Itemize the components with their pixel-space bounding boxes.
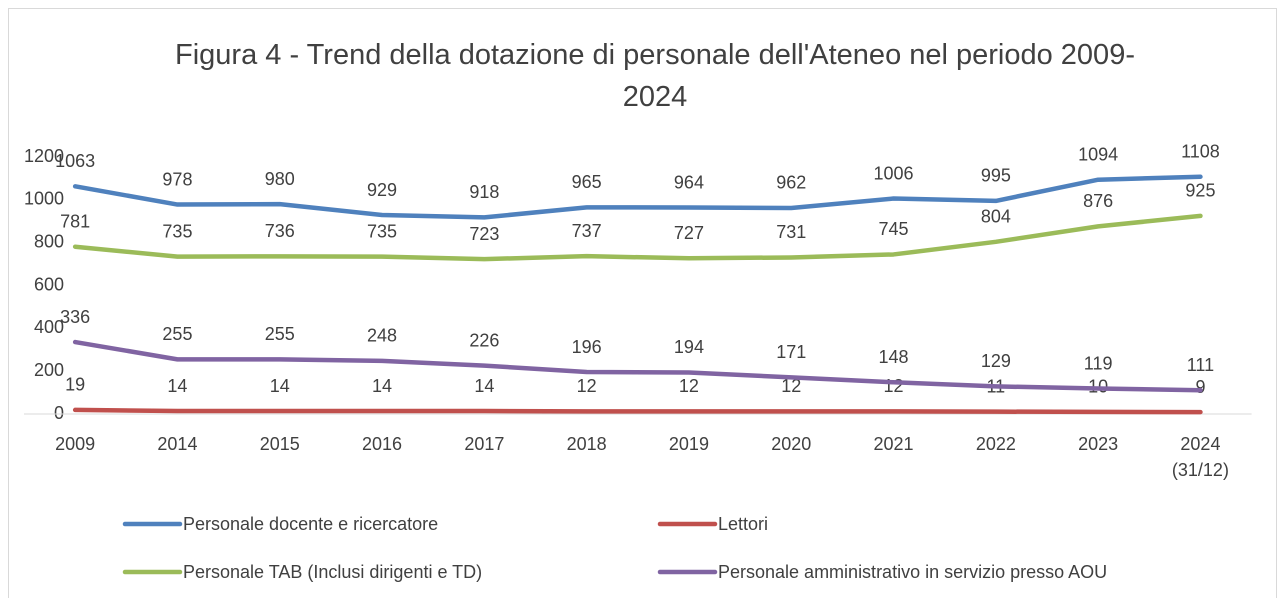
- data-label: 1063: [55, 151, 95, 171]
- data-label: 129: [981, 351, 1011, 371]
- chart-title: Figura 4 - Trend della dotazione di pers…: [175, 39, 1135, 113]
- y-tick-label: 200: [34, 360, 64, 380]
- data-label: 12: [679, 376, 699, 396]
- data-label: 918: [469, 182, 499, 202]
- data-label: 1094: [1078, 144, 1118, 164]
- data-label: 248: [367, 326, 397, 346]
- line-series: [72, 213, 1203, 262]
- data-label: 731: [776, 222, 806, 242]
- data-label: 119: [1084, 353, 1113, 373]
- data-label: 255: [265, 324, 295, 344]
- y-tick-label: 1200: [24, 146, 64, 166]
- data-label: 194: [674, 337, 704, 357]
- legend-label: Personale docente e ricercatore: [183, 514, 439, 534]
- data-label: 255: [162, 324, 192, 344]
- line-series: [72, 339, 1203, 393]
- data-label: 876: [1083, 191, 1113, 211]
- data-label: 14: [167, 376, 187, 396]
- data-label: 1108: [1181, 141, 1220, 161]
- data-label: 9: [1195, 377, 1205, 397]
- data-label: 19: [65, 375, 85, 395]
- data-label: 978: [162, 169, 192, 189]
- x-tick-label: 2024 (31/12): [1171, 434, 1229, 480]
- data-label: 737: [572, 221, 602, 241]
- data-label: 1006: [874, 163, 914, 183]
- data-label: 14: [474, 376, 494, 396]
- data-label: 980: [265, 169, 295, 189]
- chart-border: [8, 8, 1277, 598]
- data-label: 735: [367, 221, 397, 241]
- line-series: [72, 174, 1203, 220]
- data-label: 14: [270, 376, 290, 396]
- data-label: 736: [265, 221, 295, 241]
- x-tick-label: 2017: [464, 434, 505, 454]
- x-tick-label: 2015: [259, 434, 300, 454]
- line-series: [72, 407, 1203, 415]
- x-tick-label: 2009: [55, 434, 96, 454]
- y-tick-label: 600: [34, 274, 64, 294]
- data-label: 781: [60, 211, 90, 231]
- legend-label: Personale TAB (Inclusi dirigenti e TD): [183, 562, 483, 582]
- data-label: 12: [781, 376, 801, 396]
- y-tick-label: 800: [34, 231, 64, 251]
- legend-label: Personale amministrativo in servizio pre…: [718, 562, 1108, 582]
- x-tick-label: 2019: [668, 434, 709, 454]
- data-label: 745: [879, 219, 909, 239]
- data-label: 962: [776, 173, 806, 193]
- y-tick-label: 400: [34, 317, 64, 337]
- data-label: 965: [572, 172, 602, 192]
- data-label: 14: [372, 376, 392, 396]
- data-label: 336: [60, 307, 90, 327]
- data-label: 925: [1185, 181, 1215, 201]
- data-label: 111: [1187, 355, 1214, 375]
- data-label: 727: [674, 223, 704, 243]
- data-label: 148: [879, 347, 909, 367]
- data-label: 723: [469, 224, 499, 244]
- data-label: 804: [981, 207, 1011, 227]
- data-label: 196: [572, 337, 602, 357]
- data-label: 12: [884, 376, 904, 396]
- data-label: 12: [577, 376, 597, 396]
- x-tick-label: 2016: [362, 434, 403, 454]
- x-tick-label: 2023: [1078, 434, 1119, 454]
- data-label: 171: [776, 342, 806, 362]
- x-tick-label: 2018: [566, 434, 607, 454]
- data-label: 964: [674, 172, 704, 192]
- y-tick-label: 0: [54, 403, 64, 423]
- x-tick-label: 2020: [771, 434, 812, 454]
- data-label: 929: [367, 180, 397, 200]
- y-tick-label: 1000: [24, 189, 64, 209]
- x-tick-label: 2021: [873, 434, 914, 454]
- x-tick-label: 2014: [157, 434, 198, 454]
- data-label: 735: [162, 221, 192, 241]
- x-tick-label: 2022: [975, 434, 1016, 454]
- legend-label: Lettori: [718, 514, 769, 534]
- data-label: 995: [981, 166, 1011, 186]
- data-label: 226: [469, 330, 499, 350]
